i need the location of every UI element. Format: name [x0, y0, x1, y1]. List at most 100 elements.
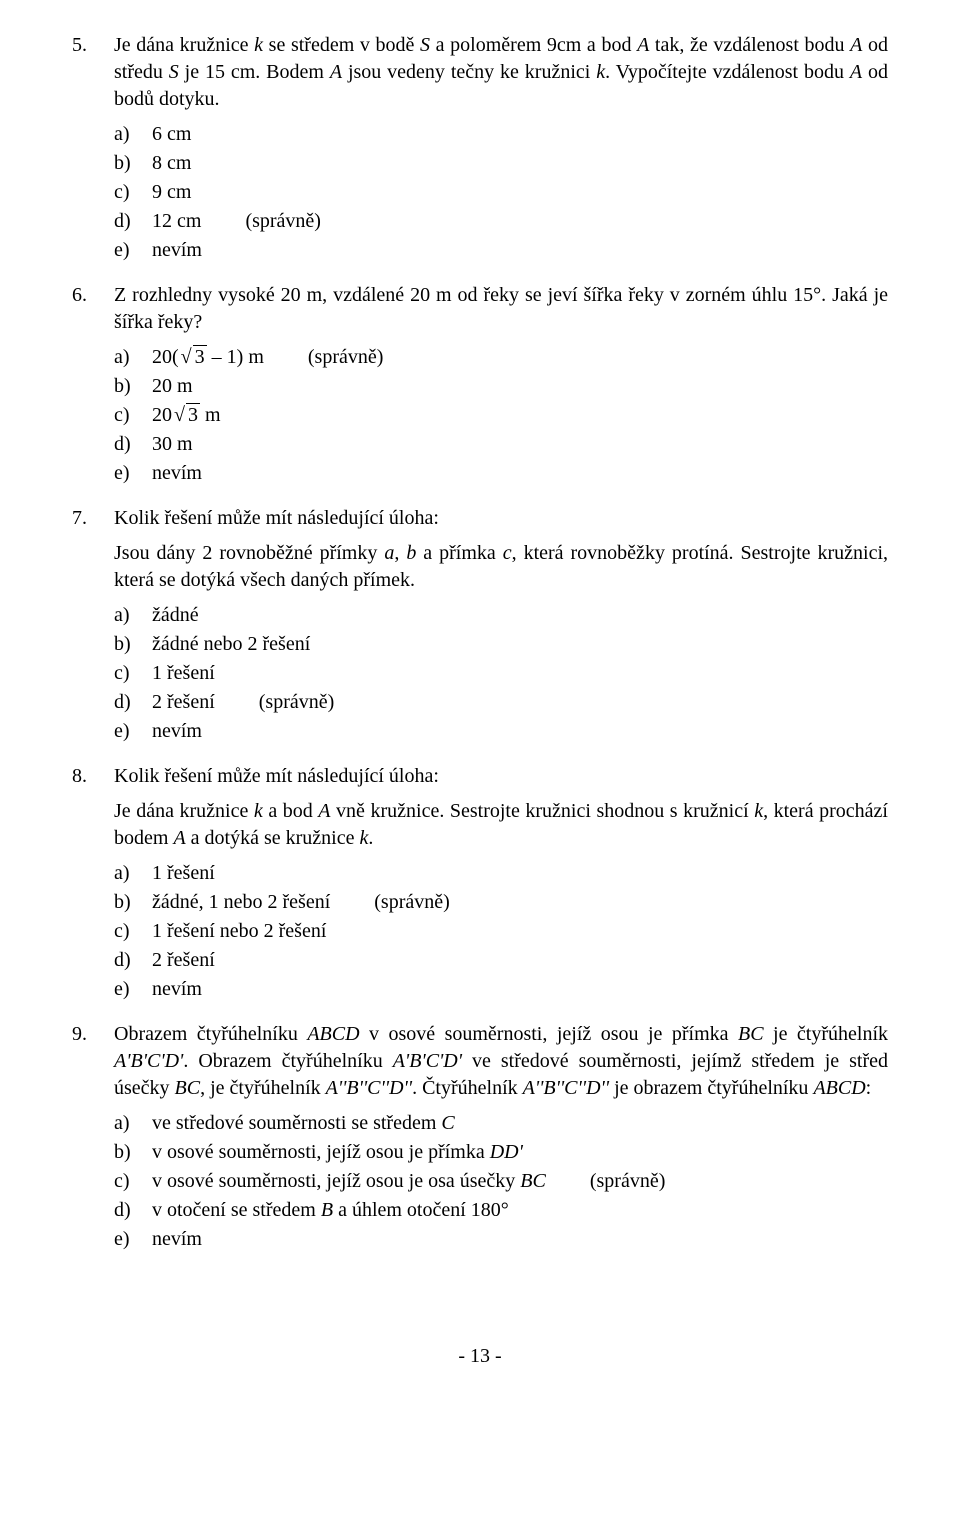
option-d: d)30 m	[114, 431, 888, 458]
option-letter: e)	[114, 718, 152, 745]
option-letter: e)	[114, 237, 152, 264]
option-a: a)ve středové souměrnosti se středem C	[114, 1110, 888, 1137]
option-label: v osové souměrnosti, jejíž osou je osa ú…	[152, 1168, 546, 1195]
question-5: 5. Je dána kružnice k se středem v bodě …	[72, 32, 888, 113]
correct-mark: (správně)	[308, 344, 384, 371]
option-letter: b)	[114, 150, 152, 177]
option-e: e)nevím	[114, 976, 888, 1003]
option-letter: e)	[114, 976, 152, 1003]
question-7: 7. Kolik řešení může mít následující úlo…	[72, 505, 888, 532]
option-a: a)6 cm	[114, 121, 888, 148]
option-label: v osové souměrnosti, jejíž osou je přímk…	[152, 1139, 523, 1166]
option-label: 30 m	[152, 431, 193, 458]
page-number: - 13 -	[72, 1343, 888, 1370]
option-letter: c)	[114, 918, 152, 945]
option-letter: b)	[114, 373, 152, 400]
option-a: a)1 řešení	[114, 860, 888, 887]
option-label: 1 řešení	[152, 860, 215, 887]
question-number: 8.	[72, 763, 114, 790]
option-label: 20 m	[152, 373, 193, 400]
option-letter: b)	[114, 631, 152, 658]
option-text-part: m	[200, 404, 221, 426]
correct-mark: (správně)	[374, 889, 450, 916]
option-label: 6 cm	[152, 121, 191, 148]
option-label: nevím	[152, 1226, 202, 1253]
option-b: b)v osové souměrnosti, jejíž osou je pří…	[114, 1139, 888, 1166]
option-letter: e)	[114, 460, 152, 487]
option-text-part: 20(	[152, 346, 179, 368]
question-5-options: a)6 cm b)8 cm c)9 cm d)12 cm (správně) e)…	[114, 121, 888, 264]
question-number: 9.	[72, 1021, 114, 1102]
option-b: b)žádné, 1 nebo 2 řešení (správně)	[114, 889, 888, 916]
option-text-part: 20	[152, 404, 172, 426]
option-e: e)nevím	[114, 718, 888, 745]
question-9: 9. Obrazem čtyřúhelníku ABCD v osové sou…	[72, 1021, 888, 1102]
correct-mark: (správně)	[245, 208, 321, 235]
option-label: nevím	[152, 976, 202, 1003]
option-b: b)20 m	[114, 373, 888, 400]
question-6: 6. Z rozhledny vysoké 20 m, vzdálené 20 …	[72, 282, 888, 336]
option-letter: a)	[114, 121, 152, 148]
option-label: 20(√3 – 1) m	[152, 344, 264, 371]
question-text: Je dána kružnice k se středem v bodě S a…	[114, 32, 888, 113]
option-label: 2 řešení	[152, 947, 215, 974]
option-label: žádné	[152, 602, 199, 629]
option-label: nevím	[152, 460, 202, 487]
question-number: 5.	[72, 32, 114, 113]
option-letter: b)	[114, 889, 152, 916]
option-d: d)2 řešení	[114, 947, 888, 974]
question-text: Kolik řešení může mít následující úloha:	[114, 763, 888, 790]
option-a: a) 20(√3 – 1) m (správně)	[114, 344, 888, 371]
option-letter: a)	[114, 602, 152, 629]
option-letter: d)	[114, 1197, 152, 1224]
option-letter: c)	[114, 402, 152, 429]
sqrt-symbol: √3	[172, 402, 200, 429]
question-8-options: a)1 řešení b)žádné, 1 nebo 2 řešení (sprá…	[114, 860, 888, 1003]
option-label: žádné, 1 nebo 2 řešení	[152, 889, 330, 916]
option-label: 1 řešení	[152, 660, 215, 687]
option-label: v otočení se středem B a úhlem otočení 1…	[152, 1197, 509, 1224]
option-letter: c)	[114, 179, 152, 206]
option-letter: d)	[114, 689, 152, 716]
option-c: c)v osové souměrnosti, jejíž osou je osa…	[114, 1168, 888, 1195]
radicand: 3	[193, 345, 207, 368]
option-b: b)žádné nebo 2 řešení	[114, 631, 888, 658]
option-e: e)nevím	[114, 1226, 888, 1253]
question-7-options: a)žádné b)žádné nebo 2 řešení c)1 řešení…	[114, 602, 888, 745]
question-text: Obrazem čtyřúhelníku ABCD v osové souměr…	[114, 1021, 888, 1102]
option-letter: a)	[114, 860, 152, 887]
radicand: 3	[186, 403, 200, 426]
option-label: ve středové souměrnosti se středem C	[152, 1110, 455, 1137]
option-c: c) 20√3 m	[114, 402, 888, 429]
option-letter: c)	[114, 1168, 152, 1195]
option-letter: e)	[114, 1226, 152, 1253]
option-label: 2 řešení	[152, 689, 215, 716]
option-e: e)nevím	[114, 237, 888, 264]
option-letter: d)	[114, 947, 152, 974]
question-6-options: a) 20(√3 – 1) m (správně) b)20 m c) 20√3…	[114, 344, 888, 487]
option-c: c)1 řešení nebo 2 řešení	[114, 918, 888, 945]
option-label: žádné nebo 2 řešení	[152, 631, 310, 658]
question-text: Kolik řešení může mít následující úloha:	[114, 505, 888, 532]
option-label: 20√3 m	[152, 402, 221, 429]
option-c: c)9 cm	[114, 179, 888, 206]
option-d: d)v otočení se středem B a úhlem otočení…	[114, 1197, 888, 1224]
option-letter: d)	[114, 208, 152, 235]
question-9-options: a)ve středové souměrnosti se středem C b…	[114, 1110, 888, 1253]
option-letter: a)	[114, 1110, 152, 1137]
option-a: a)žádné	[114, 602, 888, 629]
option-letter: d)	[114, 431, 152, 458]
question-number: 7.	[72, 505, 114, 532]
option-label: 12 cm	[152, 208, 201, 235]
option-letter: c)	[114, 660, 152, 687]
option-letter: a)	[114, 344, 152, 371]
option-b: b)8 cm	[114, 150, 888, 177]
question-8-sub: Je dána kružnice k a bod A vně kružnice.…	[114, 798, 888, 852]
option-label: nevím	[152, 237, 202, 264]
question-8: 8. Kolik řešení může mít následující úlo…	[72, 763, 888, 790]
sqrt-symbol: √3	[179, 344, 207, 371]
option-d: d)2 řešení(správně)	[114, 689, 888, 716]
option-label: 9 cm	[152, 179, 191, 206]
option-label: nevím	[152, 718, 202, 745]
question-text: Z rozhledny vysoké 20 m, vzdálené 20 m o…	[114, 282, 888, 336]
